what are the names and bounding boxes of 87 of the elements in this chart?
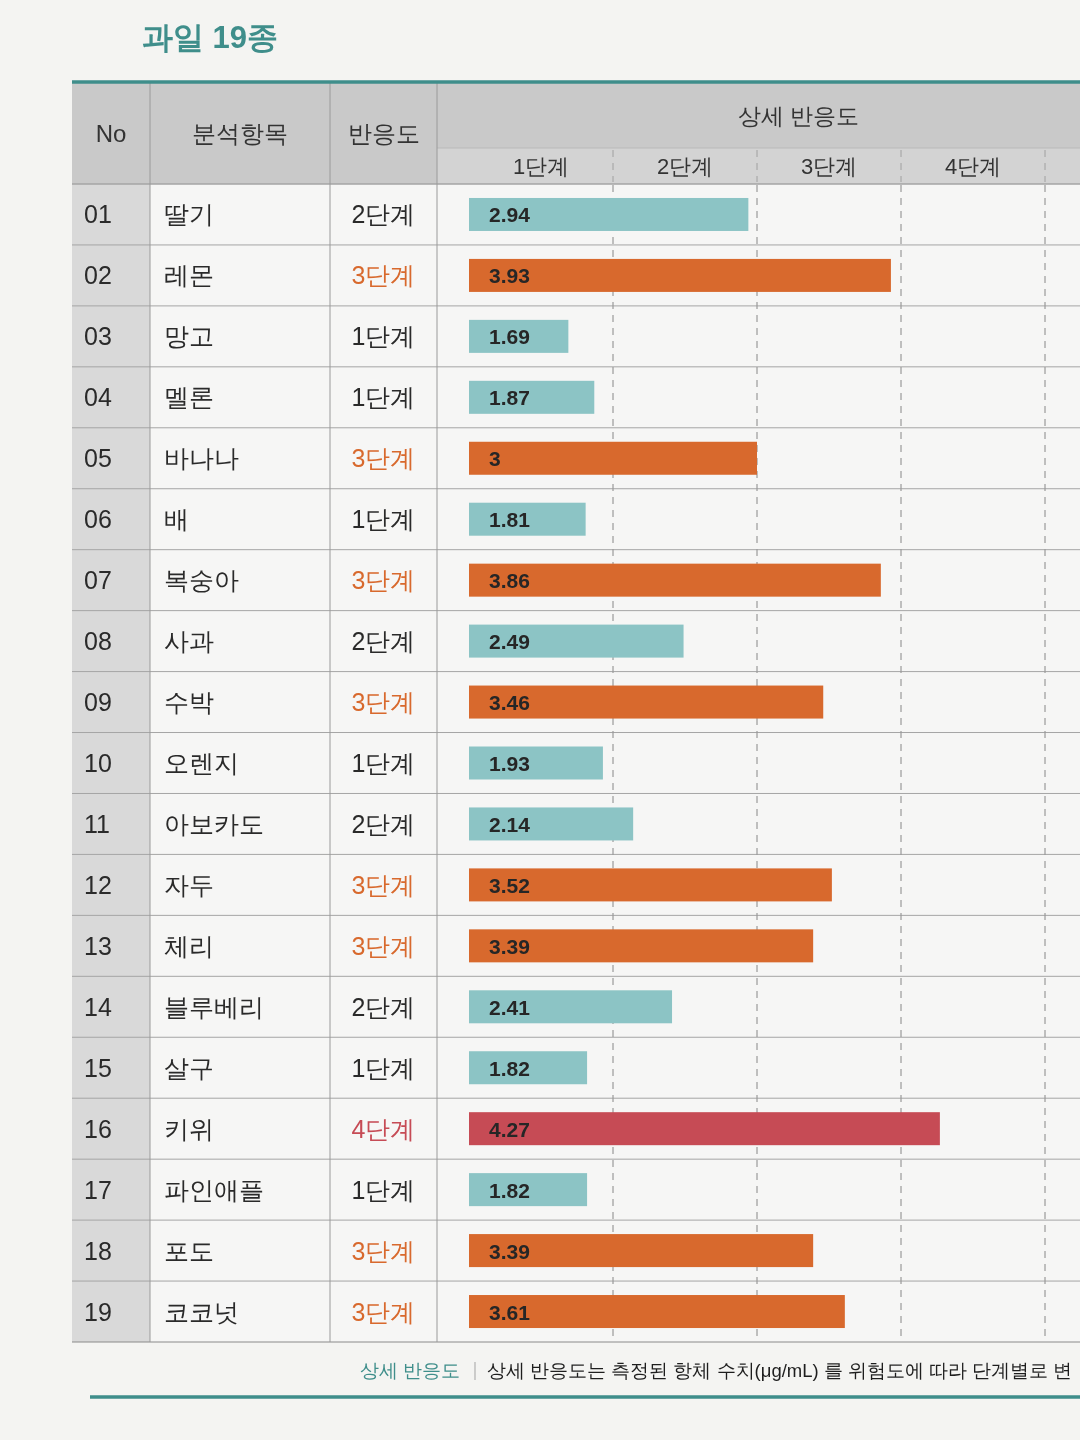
- annotation: 3단계: [351, 870, 416, 899]
- annotation: 11: [84, 809, 110, 838]
- y-tick-label: 블루베리: [164, 992, 264, 1021]
- annotation: 상세 반응도는 측정된 항체 수치(μg/mL) 를 위험도에 따라 단계별로 변: [487, 1360, 1073, 1381]
- data-label: 3.39: [489, 934, 530, 958]
- data-label: 3: [489, 447, 501, 471]
- data-label: 3.93: [489, 264, 530, 288]
- data-label: 3.46: [489, 691, 530, 715]
- annotation: 1단계: [351, 749, 416, 777]
- annotation: 05: [84, 444, 112, 473]
- annotation: 반응도: [347, 120, 420, 147]
- annotation: 09: [84, 688, 112, 717]
- annotation: 3단계: [351, 261, 416, 290]
- y-tick-label: 복숭아: [164, 566, 239, 595]
- annotation: 17: [84, 1175, 112, 1204]
- data-label: 3.39: [489, 1239, 530, 1263]
- annotation: 4단계: [944, 154, 1002, 179]
- data-label: 1.82: [489, 1178, 530, 1202]
- data-label: 1.87: [489, 386, 530, 410]
- annotation: 3단계: [351, 444, 416, 473]
- y-tick-label: 오렌지: [164, 749, 239, 777]
- annotation: 19: [84, 1297, 112, 1326]
- annotation: 01: [84, 200, 112, 229]
- annotation: 3단계: [800, 154, 858, 179]
- annotation: 3단계: [351, 931, 416, 960]
- annotation: 2단계: [351, 200, 416, 229]
- annotation: 16: [84, 1114, 112, 1143]
- annotation: 1단계: [351, 383, 416, 412]
- annotation: 07: [84, 566, 112, 595]
- annotation: 15: [84, 1053, 112, 1082]
- annotation: 03: [84, 322, 112, 351]
- annotation: 1단계: [351, 322, 416, 351]
- annotation: 1단계: [351, 1053, 416, 1082]
- y-tick-label: 딸기: [164, 200, 214, 229]
- annotation: 상세 반응도: [360, 1360, 461, 1381]
- y-tick-label: 배: [164, 505, 189, 534]
- y-axis-title: 분석항목: [192, 120, 288, 147]
- annotation: 1단계: [351, 1175, 416, 1204]
- data-label: 2.14: [489, 812, 530, 836]
- annotation: 12: [84, 870, 112, 899]
- data-label: 1.81: [489, 508, 530, 532]
- annotation: 08: [84, 627, 112, 656]
- annotation: 06: [84, 505, 112, 534]
- data-label: 3.86: [489, 569, 530, 593]
- data-label: 2.49: [489, 630, 530, 654]
- annotation: 2단계: [351, 809, 416, 838]
- y-tick-label: 자두: [164, 870, 214, 899]
- annotation: 3단계: [351, 1236, 416, 1265]
- annotation: 1단계: [351, 505, 416, 534]
- annotation: 3단계: [351, 1297, 416, 1326]
- annotation: 3단계: [351, 566, 416, 595]
- data-label: 3.61: [489, 1300, 530, 1324]
- y-tick-label: 체리: [164, 931, 214, 960]
- y-tick-label: 포도: [164, 1236, 214, 1265]
- annotation: 2단계: [351, 627, 416, 656]
- y-tick-label: 사과: [164, 627, 214, 656]
- annotation: 04: [84, 383, 112, 412]
- data-label: 2.94: [489, 203, 530, 227]
- data-label: 3.52: [489, 873, 530, 897]
- annotation: 02: [84, 261, 112, 290]
- annotation: 13: [84, 931, 112, 960]
- y-tick-label: 멜론: [164, 383, 214, 412]
- annotation: 2단계: [656, 154, 714, 179]
- data-label: 1.82: [489, 1056, 530, 1080]
- annotation: No: [95, 120, 127, 147]
- annotation: 1단계: [512, 154, 570, 179]
- annotation: 3단계: [351, 688, 416, 717]
- data-label: 1.93: [489, 752, 530, 775]
- data-label: 1.69: [489, 325, 530, 349]
- y-tick-label: 파인애플: [164, 1175, 264, 1204]
- annotation: 4단계: [351, 1114, 416, 1143]
- annotation: 2단계: [351, 992, 416, 1021]
- annotation: 18: [84, 1236, 112, 1265]
- y-tick-label: 살구: [164, 1053, 214, 1082]
- y-tick-label: 코코넛: [164, 1297, 239, 1326]
- y-tick-label: 키위: [164, 1114, 214, 1143]
- x-axis-title: 상세 반응도: [737, 103, 860, 129]
- y-tick-label: 망고: [164, 322, 214, 351]
- y-tick-label: 수박: [164, 688, 214, 717]
- y-tick-label: 바나나: [164, 444, 239, 473]
- annotation: 10: [84, 749, 112, 777]
- annotation: 14: [84, 992, 112, 1021]
- data-label: 4.27: [489, 1117, 530, 1141]
- data-label: 2.41: [489, 995, 530, 1019]
- y-tick-label: 아보카도: [164, 809, 264, 838]
- title: 과일 19종: [142, 20, 279, 55]
- y-tick-label: 레몬: [164, 261, 214, 290]
